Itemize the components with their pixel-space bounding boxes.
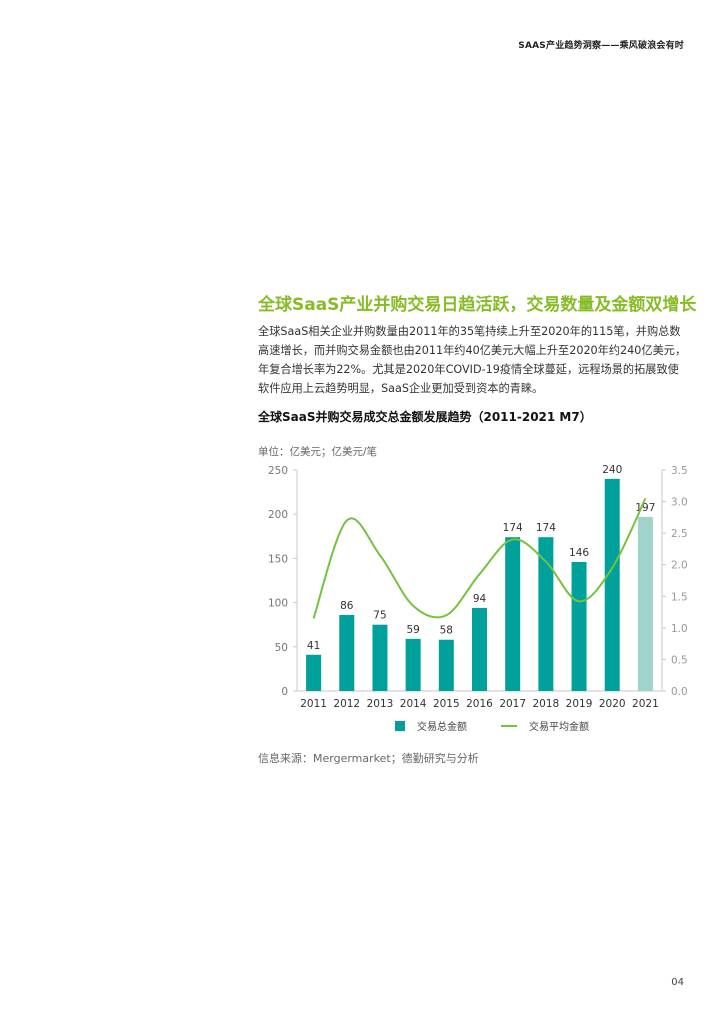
bar-2013 (372, 624, 388, 691)
bar-2016 (472, 607, 487, 691)
right-tick-label: 0.5 (671, 654, 688, 666)
bar-2017 (505, 537, 521, 691)
bar-value-label: 41 (307, 640, 320, 652)
bar-2015 (438, 639, 454, 691)
left-tick-label: 250 (268, 465, 288, 477)
x-tick-label: 2014 (400, 698, 427, 710)
bar-value-label: 240 (602, 464, 622, 476)
right-tick-label: 3.0 (671, 497, 688, 509)
body-paragraph: 全球SaaS相关企业并购数量由2011年的35笔持续上升至2020年的115笔，… (258, 322, 688, 398)
bar-value-label: 58 (440, 625, 453, 637)
x-tick-label: 2019 (566, 698, 593, 710)
bar-value-label: 174 (503, 522, 523, 534)
legend-item-bar: 交易总金额 (395, 718, 467, 733)
right-tick-label: 2.0 (671, 560, 688, 572)
right-tick-label: 3.5 (671, 465, 688, 477)
page-number: 04 (671, 977, 684, 988)
bar-2012 (339, 614, 355, 691)
legend-line-swatch (501, 724, 517, 727)
legend-bar-label: 交易总金额 (417, 722, 467, 733)
x-tick-label: 2018 (532, 698, 559, 710)
right-tick-label: 0.0 (671, 686, 688, 698)
x-tick-label: 2016 (466, 698, 493, 710)
x-tick-label: 2011 (300, 698, 327, 710)
left-tick-label: 150 (268, 553, 288, 565)
bar-2014 (405, 638, 421, 691)
bar-2011 (306, 654, 322, 691)
chart-legend: 交易总金额 交易平均金额 (395, 718, 623, 733)
x-tick-label: 2013 (367, 698, 394, 710)
x-tick-label: 2017 (499, 698, 526, 710)
bar-value-label: 94 (473, 593, 487, 605)
bar-value-label: 146 (569, 547, 589, 559)
bar-value-label: 75 (373, 610, 386, 622)
left-tick-label: 0 (281, 686, 288, 698)
section-title: 全球SaaS产业并购交易日趋活跃，交易数量及金额双增长 (258, 295, 697, 315)
source-note: 信息来源：Mergermarket；德勤研究与分析 (258, 752, 479, 765)
legend-line-label: 交易平均金额 (529, 722, 589, 733)
left-tick-label: 100 (268, 598, 288, 610)
chart-title: 全球SaaS并购交易成交总金额发展趋势（2011-2021 M7） (258, 410, 592, 424)
average-amount-line (312, 497, 647, 619)
right-tick-label: 2.5 (671, 528, 688, 540)
right-tick-label: 1.5 (671, 591, 688, 603)
bar-value-label: 86 (340, 600, 354, 612)
bar-value-label: 174 (536, 522, 556, 534)
bar-2021 (637, 516, 653, 691)
bar-value-label: 59 (406, 624, 419, 636)
bar-2020 (604, 478, 620, 691)
left-tick-label: 200 (268, 509, 288, 521)
left-tick-label: 50 (275, 642, 288, 654)
x-tick-label: 2021 (632, 698, 659, 710)
bar-2019 (571, 561, 587, 691)
right-tick-label: 1.0 (671, 623, 688, 635)
legend-item-line: 交易平均金额 (501, 718, 589, 733)
x-tick-label: 2020 (599, 698, 626, 710)
running-header: SAAS产业趋势洞察——乘风破浪会有时 (518, 41, 684, 51)
legend-bar-swatch (395, 720, 405, 731)
paragraph-text: 全球SaaS相关企业并购数量由2011年的35笔持续上升至2020年的115笔，… (258, 325, 687, 395)
x-tick-label: 2012 (333, 698, 360, 710)
x-tick-label: 2015 (433, 698, 460, 710)
bar-2018 (538, 537, 554, 691)
bar-line-chart: 0 50 100 150 200 250 0.0 0.5 1.0 1.5 2.0 2.5 3.0 3.5 4… (268, 464, 688, 710)
chart-unit-label: 单位：亿美元；亿美元/笔 (258, 446, 378, 458)
